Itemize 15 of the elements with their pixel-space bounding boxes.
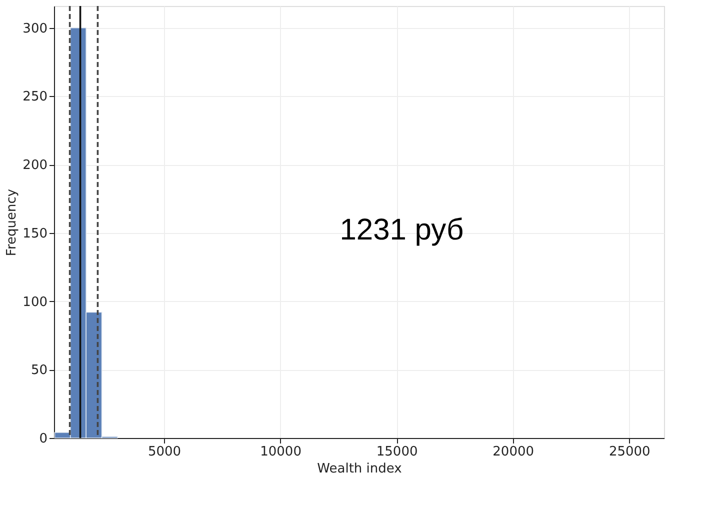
y-tick-label: 0 — [39, 432, 48, 446]
x-axis-title: Wealth index — [317, 462, 402, 476]
y-tick-label: 250 — [22, 90, 48, 105]
y-tick-label: 200 — [22, 158, 48, 174]
y-tick-label: 50 — [30, 363, 48, 378]
x-tick-label: 25000 — [608, 444, 650, 460]
x-tick-label: 15000 — [376, 444, 418, 460]
y-tick-label: 300 — [22, 21, 48, 36]
y-tick-label: 150 — [22, 226, 48, 242]
annotation: 1231 руб — [340, 214, 464, 247]
y-tick-label: 100 — [22, 294, 48, 310]
x-tick-label: 20000 — [492, 444, 534, 460]
x-tick-label: 5000 — [148, 444, 182, 460]
y-axis-title: Frequency — [4, 188, 20, 256]
x-tick-label: 10000 — [260, 444, 302, 460]
